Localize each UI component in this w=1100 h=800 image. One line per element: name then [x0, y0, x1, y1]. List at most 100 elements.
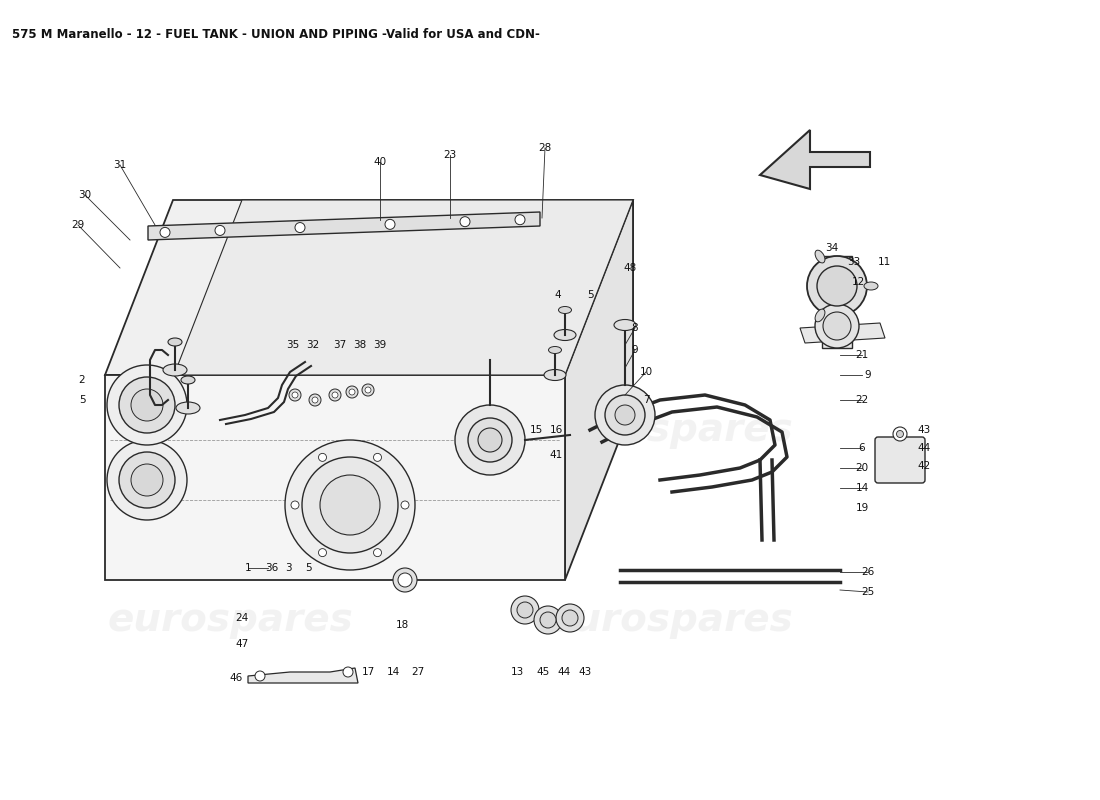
Text: 26: 26 — [861, 567, 875, 577]
Ellipse shape — [815, 309, 825, 322]
Text: 23: 23 — [443, 150, 456, 160]
Text: 7: 7 — [642, 395, 649, 405]
Text: 47: 47 — [235, 639, 249, 649]
Circle shape — [605, 395, 645, 435]
Text: 12: 12 — [851, 277, 865, 287]
Ellipse shape — [864, 282, 878, 290]
Text: eurospares: eurospares — [547, 411, 793, 449]
Text: 9: 9 — [865, 370, 871, 380]
Text: 29: 29 — [72, 220, 85, 230]
Text: 37: 37 — [333, 340, 346, 350]
Ellipse shape — [182, 376, 195, 384]
Circle shape — [807, 256, 867, 316]
Circle shape — [285, 440, 415, 570]
Circle shape — [385, 219, 395, 230]
Circle shape — [460, 217, 470, 226]
Circle shape — [329, 389, 341, 401]
Text: 33: 33 — [847, 257, 860, 267]
Circle shape — [119, 377, 175, 433]
Polygon shape — [800, 323, 886, 343]
Text: 3: 3 — [285, 563, 292, 573]
Text: 31: 31 — [113, 160, 127, 170]
Text: 1: 1 — [244, 563, 251, 573]
Text: 5: 5 — [586, 290, 593, 300]
Text: eurospares: eurospares — [107, 601, 353, 639]
Circle shape — [302, 457, 398, 553]
Circle shape — [896, 430, 903, 438]
Text: 25: 25 — [861, 587, 875, 597]
Circle shape — [893, 427, 907, 441]
Text: 10: 10 — [639, 367, 652, 377]
Text: 48: 48 — [624, 263, 637, 273]
Text: 16: 16 — [549, 425, 562, 435]
Text: 2: 2 — [79, 375, 86, 385]
Text: 34: 34 — [825, 243, 838, 253]
Circle shape — [556, 604, 584, 632]
Polygon shape — [104, 375, 565, 580]
Ellipse shape — [549, 346, 561, 354]
Text: 35: 35 — [286, 340, 299, 350]
Text: 40: 40 — [373, 157, 386, 167]
Circle shape — [468, 418, 512, 462]
FancyBboxPatch shape — [874, 437, 925, 483]
Circle shape — [319, 549, 327, 557]
Circle shape — [107, 440, 187, 520]
Circle shape — [214, 226, 225, 235]
Circle shape — [515, 214, 525, 225]
Text: 17: 17 — [362, 667, 375, 677]
Polygon shape — [760, 130, 870, 189]
Text: 39: 39 — [373, 340, 386, 350]
Text: 43: 43 — [917, 425, 931, 435]
Text: 19: 19 — [856, 503, 869, 513]
Text: 11: 11 — [878, 257, 891, 267]
Text: 575 M Maranello - 12 - FUEL TANK - UNION AND PIPING -Valid for USA and CDN-: 575 M Maranello - 12 - FUEL TANK - UNION… — [12, 28, 540, 41]
Text: 41: 41 — [549, 450, 562, 460]
Text: 21: 21 — [856, 350, 869, 360]
Text: 45: 45 — [537, 667, 550, 677]
Circle shape — [815, 304, 859, 348]
Circle shape — [292, 392, 298, 398]
Circle shape — [289, 389, 301, 401]
Text: 22: 22 — [856, 395, 869, 405]
Polygon shape — [104, 200, 632, 375]
Text: 43: 43 — [579, 667, 592, 677]
Circle shape — [131, 389, 163, 421]
Polygon shape — [565, 200, 632, 405]
Circle shape — [823, 312, 851, 340]
Ellipse shape — [614, 319, 636, 330]
Text: eurospares: eurospares — [547, 601, 793, 639]
Text: 18: 18 — [395, 620, 408, 630]
Circle shape — [160, 227, 170, 238]
Circle shape — [402, 501, 409, 509]
Ellipse shape — [554, 330, 576, 341]
Circle shape — [562, 610, 578, 626]
Circle shape — [312, 397, 318, 403]
Circle shape — [295, 222, 305, 233]
Polygon shape — [565, 200, 632, 580]
Circle shape — [455, 405, 525, 475]
Circle shape — [332, 392, 338, 398]
Text: 15: 15 — [529, 425, 542, 435]
Polygon shape — [174, 200, 632, 375]
Text: 14: 14 — [856, 483, 869, 493]
Circle shape — [349, 389, 355, 395]
Circle shape — [517, 602, 534, 618]
Circle shape — [119, 452, 175, 508]
Text: 38: 38 — [353, 340, 366, 350]
Text: 28: 28 — [538, 143, 551, 153]
Circle shape — [346, 386, 358, 398]
Ellipse shape — [559, 306, 572, 314]
Polygon shape — [822, 256, 853, 348]
Text: 27: 27 — [411, 667, 425, 677]
Text: eurospares: eurospares — [107, 411, 353, 449]
Circle shape — [512, 596, 539, 624]
Circle shape — [343, 667, 353, 677]
Text: 9: 9 — [631, 345, 638, 355]
Text: 24: 24 — [235, 613, 249, 623]
Circle shape — [540, 612, 556, 628]
Circle shape — [255, 671, 265, 681]
Text: 42: 42 — [917, 461, 931, 471]
Text: 46: 46 — [230, 673, 243, 683]
Circle shape — [319, 454, 327, 462]
Text: 14: 14 — [386, 667, 399, 677]
